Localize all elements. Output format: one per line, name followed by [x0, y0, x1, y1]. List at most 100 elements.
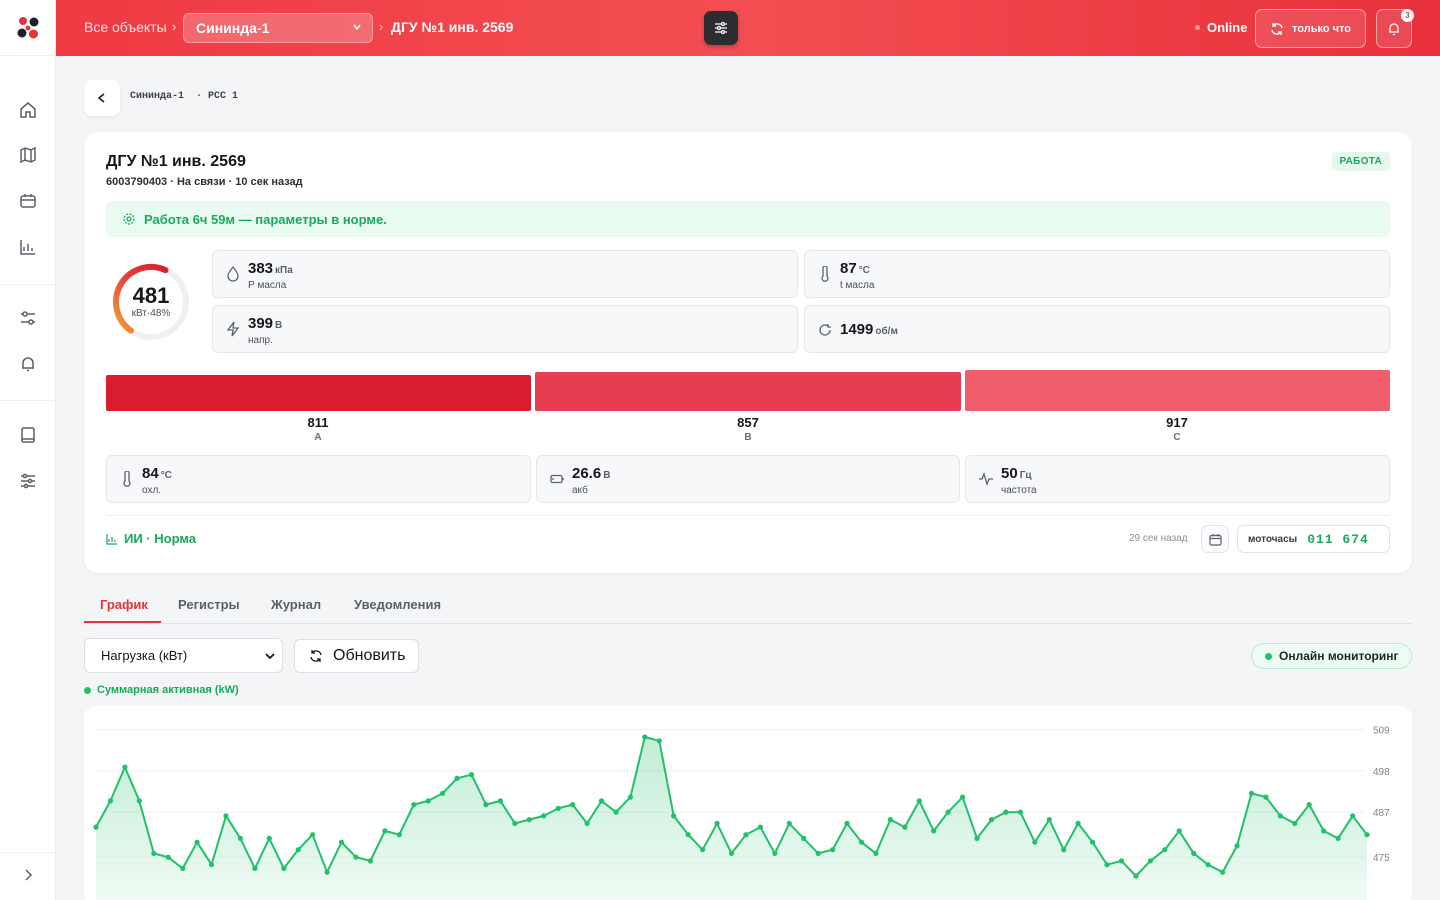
- data-point[interactable]: [440, 790, 446, 796]
- filter-button[interactable]: [704, 11, 738, 45]
- data-point[interactable]: [830, 847, 836, 853]
- data-point[interactable]: [902, 824, 908, 830]
- data-point[interactable]: [1075, 820, 1081, 826]
- chart-icon[interactable]: [16, 235, 40, 259]
- data-point[interactable]: [1147, 858, 1153, 864]
- data-point[interactable]: [180, 865, 186, 871]
- data-point[interactable]: [743, 832, 749, 838]
- data-point[interactable]: [1118, 858, 1125, 864]
- home-icon[interactable]: [16, 98, 40, 122]
- data-point[interactable]: [1162, 847, 1168, 853]
- settings-sliders-icon[interactable]: [16, 469, 40, 493]
- object-select[interactable]: Сининда-1: [183, 13, 373, 43]
- data-point[interactable]: [960, 794, 966, 800]
- tab-notifications[interactable]: Уведомления: [354, 597, 442, 612]
- data-point[interactable]: [700, 847, 706, 853]
- data-point[interactable]: [627, 794, 634, 800]
- sliders-icon[interactable]: [16, 306, 40, 330]
- data-point[interactable]: [974, 835, 980, 841]
- update-chart-button[interactable]: Обновить: [294, 639, 419, 673]
- online-monitoring-pill[interactable]: Онлайн мониторинг: [1251, 643, 1412, 669]
- data-point[interactable]: [512, 820, 518, 826]
- brand-logo[interactable]: [0, 0, 56, 56]
- data-point[interactable]: [844, 820, 850, 826]
- data-point[interactable]: [757, 824, 764, 830]
- expand-sidebar-icon[interactable]: [16, 863, 40, 887]
- back-button[interactable]: [84, 80, 120, 116]
- data-point[interactable]: [1234, 843, 1240, 849]
- data-point[interactable]: [1176, 828, 1182, 834]
- tab-chart[interactable]: График: [100, 597, 148, 612]
- data-point[interactable]: [93, 824, 99, 830]
- data-point[interactable]: [122, 764, 128, 770]
- data-point[interactable]: [728, 850, 735, 856]
- data-point[interactable]: [570, 802, 576, 808]
- data-point[interactable]: [1335, 835, 1341, 841]
- refresh-button[interactable]: только что: [1255, 9, 1366, 48]
- data-point[interactable]: [1220, 869, 1226, 875]
- data-point[interactable]: [1292, 820, 1298, 826]
- data-point[interactable]: [295, 847, 301, 853]
- data-point[interactable]: [858, 839, 865, 845]
- data-point[interactable]: [642, 734, 648, 740]
- data-point[interactable]: [873, 850, 879, 856]
- data-point[interactable]: [613, 809, 619, 815]
- parameter-select[interactable]: Нагрузка (кВт): [84, 638, 283, 673]
- map-icon[interactable]: [16, 143, 40, 167]
- data-point[interactable]: [1061, 847, 1067, 853]
- data-point[interactable]: [1248, 790, 1255, 796]
- data-point[interactable]: [656, 738, 662, 744]
- data-point[interactable]: [454, 775, 460, 781]
- data-point[interactable]: [1046, 817, 1052, 823]
- data-point[interactable]: [396, 832, 402, 838]
- data-point[interactable]: [772, 850, 778, 856]
- notifications-button[interactable]: 3: [1376, 9, 1414, 48]
- data-point[interactable]: [584, 820, 590, 826]
- data-point[interactable]: [136, 798, 142, 804]
- data-point[interactable]: [1003, 809, 1009, 815]
- data-point[interactable]: [208, 862, 215, 868]
- data-point[interactable]: [252, 865, 258, 871]
- data-point[interactable]: [1263, 794, 1269, 800]
- data-point[interactable]: [1306, 802, 1312, 808]
- data-point[interactable]: [338, 839, 345, 845]
- data-point[interactable]: [555, 805, 561, 811]
- data-point[interactable]: [1090, 839, 1096, 845]
- bell-icon[interactable]: [16, 352, 40, 376]
- data-point[interactable]: [1277, 813, 1283, 819]
- data-point[interactable]: [1364, 832, 1370, 838]
- data-point[interactable]: [931, 828, 937, 834]
- ai-status[interactable]: ИИ · Норма: [106, 531, 196, 546]
- data-point[interactable]: [1350, 813, 1356, 819]
- data-point[interactable]: [526, 817, 532, 823]
- data-point[interactable]: [801, 835, 807, 841]
- data-point[interactable]: [281, 865, 287, 871]
- data-point[interactable]: [945, 809, 951, 815]
- data-point[interactable]: [194, 839, 200, 845]
- data-point[interactable]: [1104, 862, 1110, 868]
- data-point[interactable]: [541, 813, 547, 819]
- data-point[interactable]: [151, 850, 157, 856]
- calendar-icon[interactable]: [16, 189, 40, 213]
- data-point[interactable]: [988, 817, 995, 823]
- data-point[interactable]: [310, 832, 316, 838]
- data-point[interactable]: [714, 820, 720, 826]
- calendar-button[interactable]: [1201, 525, 1229, 553]
- data-point[interactable]: [1133, 873, 1139, 879]
- data-point[interactable]: [483, 802, 489, 808]
- data-point[interactable]: [598, 798, 605, 804]
- data-point[interactable]: [1017, 809, 1024, 815]
- data-point[interactable]: [107, 798, 113, 804]
- data-point[interactable]: [353, 854, 359, 860]
- book-icon[interactable]: [16, 423, 40, 447]
- tab-journal[interactable]: Журнал: [271, 597, 322, 612]
- data-point[interactable]: [1032, 839, 1038, 845]
- data-point[interactable]: [1205, 862, 1211, 868]
- data-point[interactable]: [266, 835, 272, 841]
- data-point[interactable]: [324, 869, 330, 875]
- data-point[interactable]: [497, 798, 503, 804]
- data-point[interactable]: [671, 813, 677, 819]
- data-point[interactable]: [685, 832, 691, 838]
- data-point[interactable]: [1321, 828, 1327, 834]
- data-point[interactable]: [916, 798, 922, 804]
